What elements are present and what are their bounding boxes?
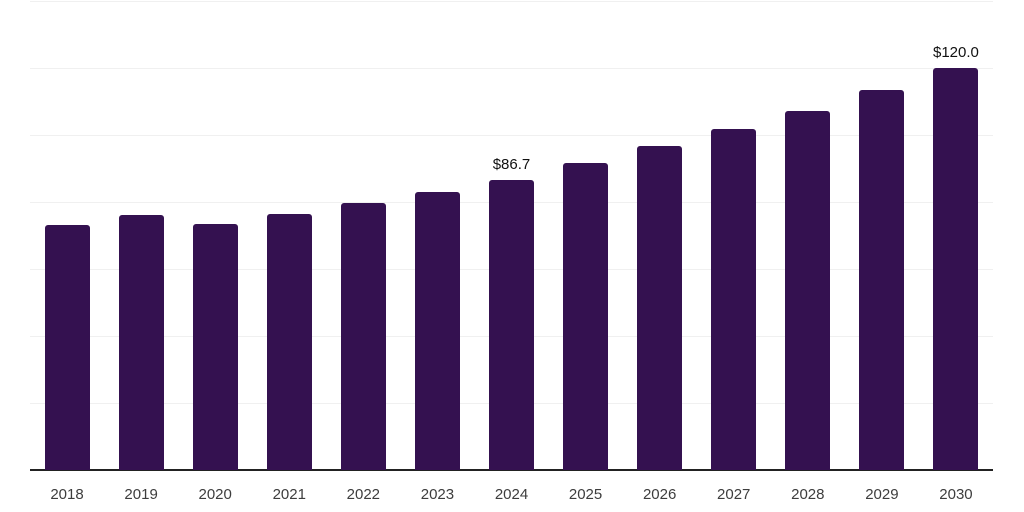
gridline-120 [30, 68, 993, 69]
x-tick-label-2027: 2027 [717, 486, 751, 503]
bar-2027 [711, 128, 757, 470]
x-tick-label-2028: 2028 [791, 486, 825, 503]
value-label-2030: $120.0 [933, 44, 979, 61]
bar-2029 [859, 89, 905, 470]
bar-2024 [489, 179, 534, 470]
x-tick-label-2029: 2029 [865, 486, 899, 503]
x-tick-label-2023: 2023 [420, 486, 455, 503]
bar-2023 [414, 191, 460, 470]
x-tick-label-2021: 2021 [272, 486, 306, 503]
x-axis-line [30, 469, 993, 471]
bar-2030 [933, 68, 979, 470]
bar-2022 [340, 203, 386, 470]
bar-2025 [563, 163, 609, 470]
bar-2019 [118, 215, 164, 470]
bar-2021 [266, 214, 312, 470]
gridline-100 [30, 135, 993, 136]
x-tick-label-2018: 2018 [50, 486, 84, 503]
x-tick-label-2022: 2022 [346, 486, 381, 503]
bar-2028 [785, 110, 831, 470]
x-tick-label-2020: 2020 [198, 486, 232, 503]
x-tick-label-2026: 2026 [642, 486, 677, 503]
value-label-2024: $86.7 [492, 155, 531, 173]
gridline-140 [30, 1, 993, 2]
bar-2026 [637, 146, 683, 470]
bar-2020 [192, 224, 238, 470]
x-tick-label-2019: 2019 [124, 486, 158, 503]
bar-2018 [44, 225, 90, 470]
x-tick-label-2024: 2024 [494, 486, 529, 503]
x-tick-label-2025: 2025 [568, 486, 603, 503]
x-tick-label-2030: 2030 [939, 486, 973, 503]
